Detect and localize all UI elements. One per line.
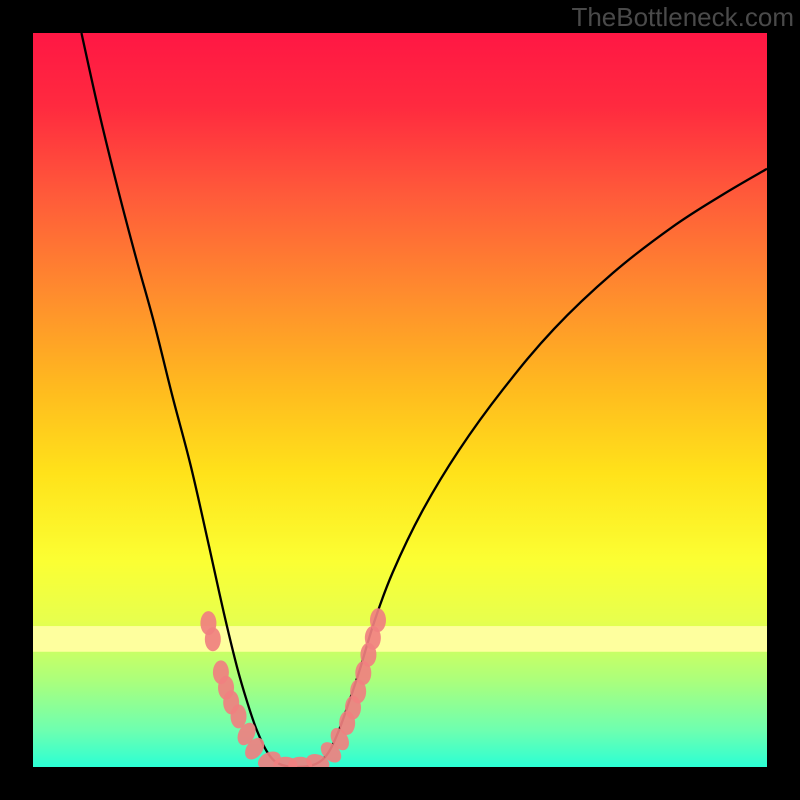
watermark-label: TheBottleneck.com	[571, 2, 794, 33]
data-marker	[231, 704, 247, 728]
bottleneck-chart	[0, 0, 800, 800]
highlight-band	[33, 626, 767, 652]
data-marker	[205, 627, 221, 651]
chart-container: TheBottleneck.com	[0, 0, 800, 800]
data-marker	[370, 608, 386, 632]
gradient-background	[33, 33, 767, 767]
plot-area	[33, 33, 767, 774]
